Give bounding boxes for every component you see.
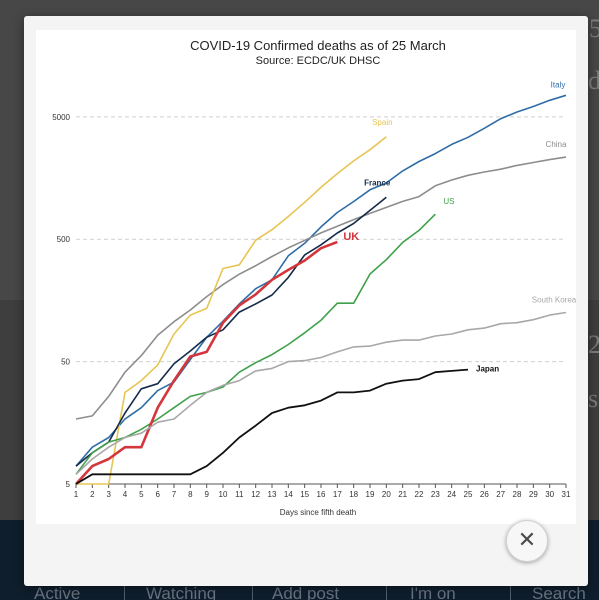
x-tick-label: 20 [382,490,391,499]
series-label-uk: UK [343,231,359,243]
x-tick-label: 8 [188,490,193,499]
series-line-us [75,213,436,475]
series-label-spain: Spain [372,118,392,127]
chart: COVID-19 Confirmed deaths as of 25 March… [52,38,576,517]
x-tick-label: 26 [480,490,489,499]
series-label-france: France [364,178,391,187]
series-line-japan [75,368,469,485]
x-tick-label: 18 [349,490,358,499]
nav-item-search[interactable]: Search [532,584,586,600]
x-axis-label: Days since fifth death [280,508,356,517]
background-side-text: 5 [589,14,599,43]
x-tick-label: 4 [123,490,128,499]
nav-item-im-on[interactable]: I'm on [410,584,456,600]
x-tick-label: 28 [513,490,522,499]
x-tick-label: 13 [268,490,277,499]
x-tick-label: 16 [317,490,326,499]
nav-separator [124,586,125,600]
series-line-spain [76,136,387,485]
chart-title: COVID-19 Confirmed deaths as of 25 March [190,38,446,53]
series-line-uk [75,240,338,485]
x-tick-label: 17 [333,490,342,499]
x-tick-label: 14 [284,490,293,499]
image-lightbox: COVID-19 Confirmed deaths as of 25 March… [24,16,588,586]
y-tick-label: 500 [57,235,71,244]
series-line-france [75,196,387,467]
series-label-south-korea: South Korea [532,295,576,304]
series-label-japan: Japan [476,365,499,374]
x-tick-label: 7 [172,490,177,499]
close-button[interactable]: ✕ [506,520,548,562]
x-tick-label: 21 [398,490,407,499]
x-tick-label: 5 [139,490,144,499]
chart-subtitle: Source: ECDC/UK DHSC [256,55,381,67]
nav-item-active[interactable]: Active [34,584,81,600]
nav-separator [386,586,387,600]
close-icon: ✕ [517,528,537,553]
y-tick-label: 5000 [52,113,70,122]
nav-item-add-post[interactable]: Add post [272,584,340,600]
x-tick-label: 2 [90,490,95,499]
series-line-italy [75,94,567,467]
background-side-text: d [588,66,599,95]
x-tick-label: 10 [219,490,228,499]
nav-item-watching[interactable]: Watching [146,584,217,600]
x-tick-label: 3 [106,490,111,499]
x-tick-label: 29 [529,490,538,499]
x-tick-label: 30 [545,490,554,499]
x-tick-label: 23 [431,490,440,499]
x-tick-label: 12 [251,490,260,499]
x-tick-label: 31 [562,490,571,499]
y-tick-label: 5 [66,480,71,489]
x-tick-label: 19 [366,490,375,499]
x-tick-label: 11 [235,490,244,499]
y-tick-label: 50 [61,358,70,367]
x-tick-label: 24 [447,490,456,499]
x-tick-label: 25 [464,490,473,499]
series-line-south-korea [75,311,567,475]
x-tick-label: 27 [496,490,505,499]
series-label-italy: Italy [551,80,566,89]
x-tick-label: 1 [74,490,79,499]
x-tick-label: 9 [204,490,209,499]
nav-separator [252,586,253,600]
chart-image: COVID-19 Confirmed deaths as of 25 March… [36,30,576,524]
x-tick-label: 22 [415,490,424,499]
series-line-china [75,156,567,420]
nav-separator [510,586,511,600]
x-tick-label: 6 [155,490,160,499]
series-label-china: China [546,140,567,149]
x-tick-label: 15 [300,490,309,499]
background-side-text: 2 [588,330,599,359]
series-label-us: US [443,197,454,206]
background-side-text: s [588,384,599,413]
